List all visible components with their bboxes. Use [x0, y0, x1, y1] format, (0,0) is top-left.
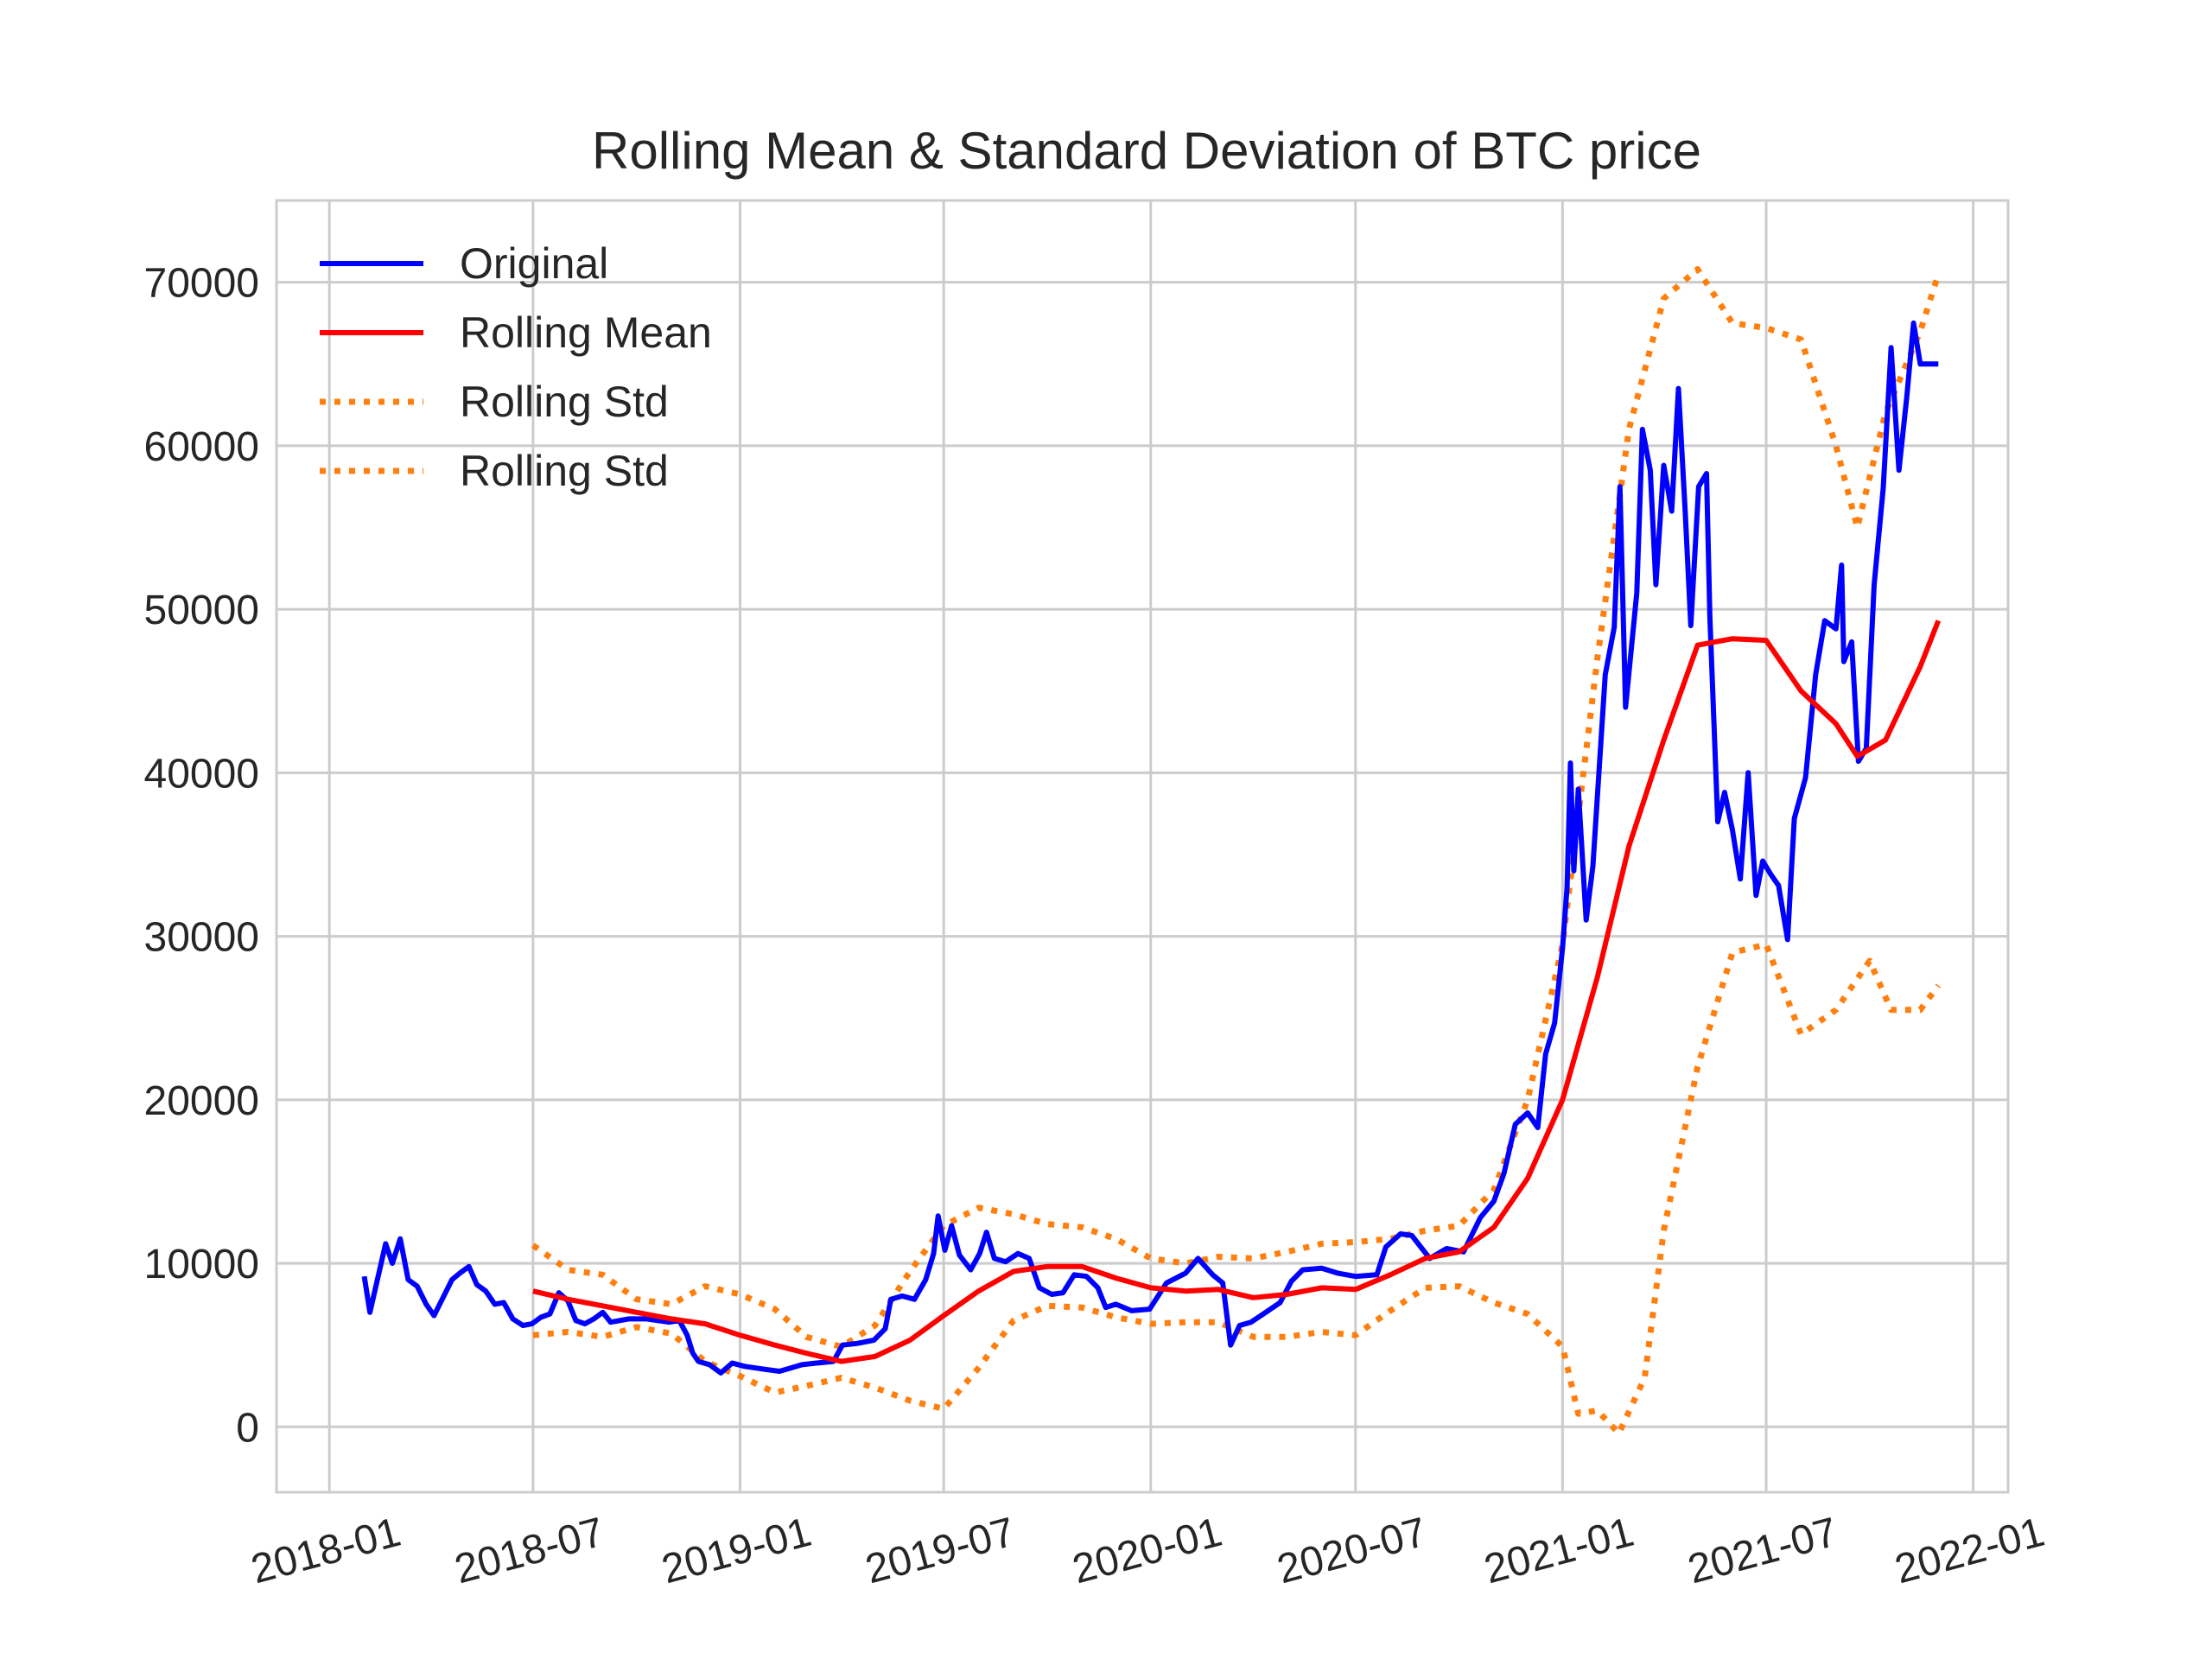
- legend-label: Rolling Mean: [460, 308, 712, 357]
- y-tick-label: 30000: [144, 915, 259, 961]
- legend: Original Rolling Mean Rolling Std Rolling S…: [320, 239, 712, 495]
- y-tick-label: 60000: [144, 424, 259, 470]
- series-layer: [361, 266, 1942, 1437]
- series-line-rolling-mean-1: [532, 620, 1942, 1364]
- y-tick-label: 50000: [144, 588, 259, 633]
- y-tick-label: 40000: [144, 751, 259, 797]
- legend-label: Original: [460, 239, 608, 288]
- legend-label: Rolling Std: [460, 447, 669, 495]
- chart-title: Rolling Mean & Standard Deviation of BTC…: [592, 122, 1701, 180]
- y-tick-labels: 0 10000 20000 30000 40000 50000 60000 70000: [144, 261, 259, 1452]
- y-tick-label: 70000: [144, 261, 259, 307]
- legend-label: Rolling Std: [460, 378, 669, 426]
- series-line-rolling-std-2: [531, 266, 1942, 1351]
- y-tick-label: 20000: [144, 1078, 259, 1124]
- series-line-original-0: [361, 320, 1939, 1376]
- plot-frame: [275, 199, 2010, 1494]
- y-tick-label: 10000: [144, 1242, 259, 1287]
- y-tick-label: 0: [236, 1405, 259, 1451]
